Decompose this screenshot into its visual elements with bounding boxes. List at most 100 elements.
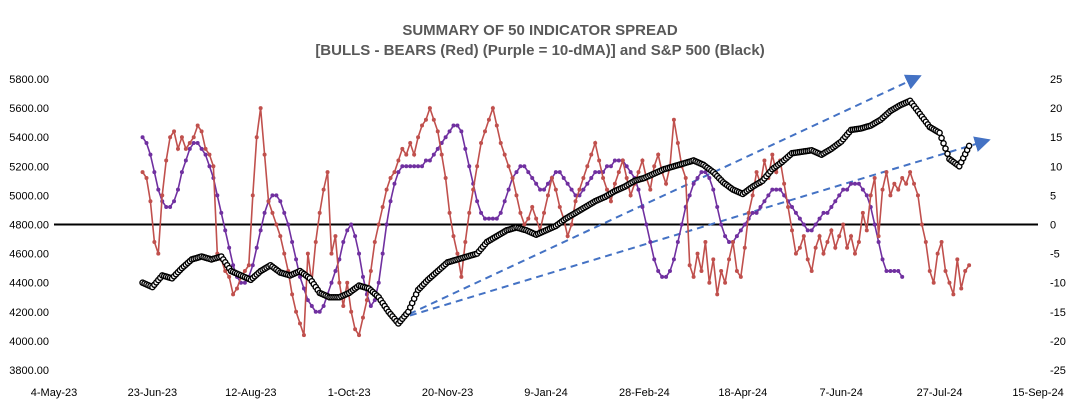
- right-tick-label: 15: [1050, 132, 1062, 144]
- ma-point: [168, 205, 173, 210]
- ma-point: [762, 199, 767, 204]
- spread-point: [959, 286, 964, 291]
- ma-point: [333, 269, 338, 274]
- ma-point: [164, 205, 169, 210]
- ma-point: [585, 181, 590, 186]
- ma-point: [376, 280, 381, 285]
- x-tick-label: 28-Feb-24: [619, 387, 670, 399]
- ma-point: [286, 222, 291, 227]
- spread-point: [912, 181, 917, 186]
- spread-point: [514, 193, 519, 198]
- ma-point: [778, 187, 783, 192]
- sp500-point: [940, 140, 947, 147]
- ma-point: [408, 164, 413, 169]
- spread-point: [360, 315, 365, 320]
- ma-point: [774, 187, 779, 192]
- spread-point: [231, 292, 236, 297]
- spread-point: [762, 158, 767, 163]
- spread-point: [227, 274, 232, 279]
- ma-point: [357, 251, 362, 256]
- spread-point: [203, 146, 208, 151]
- ma-point: [486, 216, 491, 221]
- spread-point: [955, 257, 960, 262]
- spread-point: [522, 222, 527, 227]
- right-tick-label: -10: [1050, 278, 1066, 290]
- ma-point: [349, 222, 354, 227]
- left-axis-ticks: 3800.00 4000.00 4200.00 4400.00 4600.00 4800.…: [9, 74, 49, 377]
- right-tick-label: 10: [1050, 161, 1062, 173]
- spread-point: [723, 280, 728, 285]
- ma-point: [372, 298, 377, 303]
- ma-point: [518, 164, 523, 169]
- left-tick-label: 4000.00: [9, 336, 49, 348]
- spread-point: [577, 187, 582, 192]
- spread-point: [943, 269, 948, 274]
- spread-point: [738, 274, 743, 279]
- ma-point: [353, 234, 358, 239]
- right-tick-label: 0: [1050, 220, 1056, 232]
- ma-point: [183, 158, 188, 163]
- ma-point: [569, 187, 574, 192]
- ma-point: [542, 187, 547, 192]
- spread-point: [919, 222, 924, 227]
- ma-point: [691, 181, 696, 186]
- spread-point: [313, 239, 318, 244]
- spread-point: [333, 234, 338, 239]
- ma-point: [368, 303, 373, 308]
- spread-point: [730, 239, 735, 244]
- spread-point: [404, 152, 409, 157]
- ma-point: [675, 239, 680, 244]
- x-tick-label: 18-Apr-24: [718, 387, 767, 399]
- ma-point: [797, 216, 802, 221]
- ma-point: [766, 193, 771, 198]
- spread-point: [235, 286, 240, 291]
- spread-point: [616, 170, 621, 175]
- ma-point: [396, 170, 401, 175]
- spread-point: [605, 187, 610, 192]
- spread-point: [927, 269, 932, 274]
- ma-point: [431, 152, 436, 157]
- spread-point: [687, 263, 692, 268]
- ma-point: [821, 210, 826, 215]
- ma-point: [880, 257, 885, 262]
- spread-point: [817, 234, 822, 239]
- spread-point: [620, 158, 625, 163]
- spread-point: [451, 234, 456, 239]
- spread-point: [317, 210, 322, 215]
- sp500-point: [944, 150, 951, 158]
- spread-point: [935, 251, 940, 256]
- ma-point: [644, 222, 649, 227]
- spread-point: [439, 152, 444, 157]
- spread-point: [939, 239, 944, 244]
- spread-point: [711, 257, 716, 262]
- right-tick-label: -15: [1050, 307, 1066, 319]
- ma-point: [498, 210, 503, 215]
- ma-point: [545, 181, 550, 186]
- spread-point: [463, 239, 468, 244]
- spread-point: [518, 210, 523, 215]
- right-tick-label: 20: [1050, 103, 1062, 115]
- spread-point: [967, 263, 972, 268]
- ma-point: [605, 164, 610, 169]
- spread-point: [900, 175, 905, 180]
- sp500-point: [965, 142, 973, 150]
- ma-point: [459, 129, 464, 134]
- spread-point: [585, 164, 590, 169]
- x-axis-ticks: 4-May-23 23-Jun-23 12-Aug-23 1-Oct-23 20-Nov…: [31, 387, 1064, 399]
- spread-point: [837, 234, 842, 239]
- ma-point: [581, 187, 586, 192]
- ma-point: [754, 210, 759, 215]
- ma-point: [695, 175, 700, 180]
- spread-point: [479, 141, 484, 146]
- spread-point: [569, 222, 574, 227]
- spread-point: [754, 170, 759, 175]
- spread-point: [707, 280, 712, 285]
- ma-point: [231, 263, 236, 268]
- spread-point: [963, 269, 968, 274]
- ma-point: [557, 170, 562, 175]
- spread-point: [624, 175, 629, 180]
- spread-point: [872, 175, 877, 180]
- ma-point: [301, 286, 306, 291]
- ma-point: [467, 164, 472, 169]
- spread-point: [380, 205, 385, 210]
